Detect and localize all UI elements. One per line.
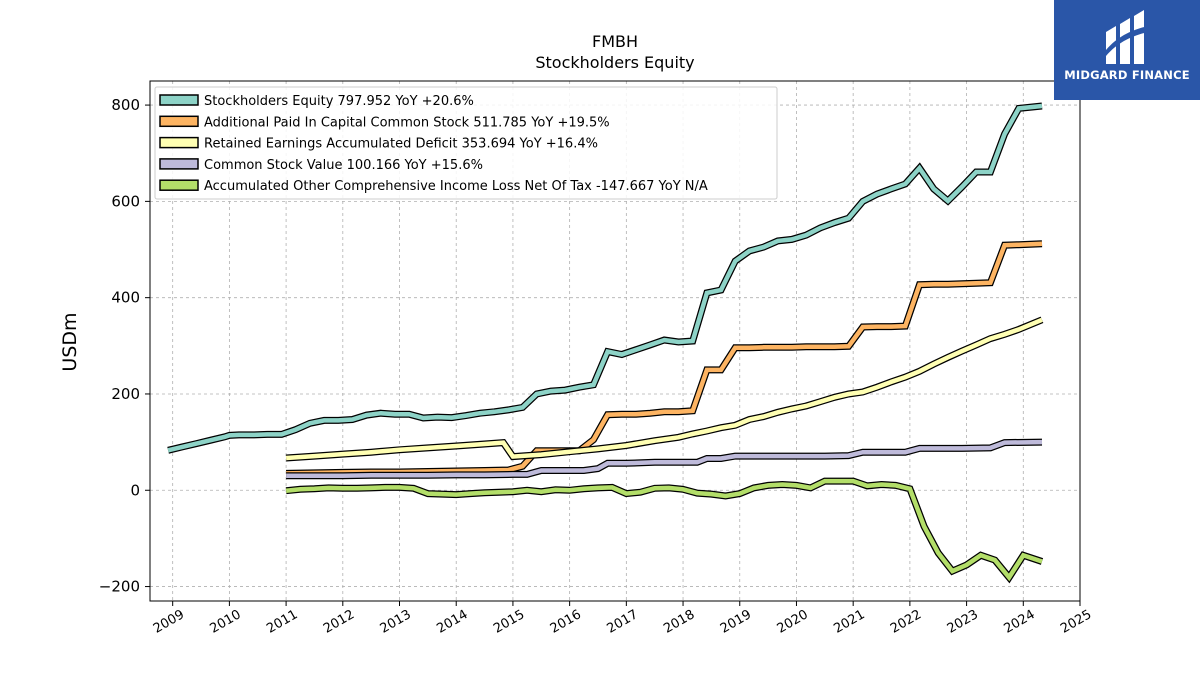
series-line-5 <box>285 477 1044 584</box>
chart-title: FMBH <box>592 32 638 51</box>
series-group <box>167 102 1044 584</box>
x-tick-label: 2012 <box>321 607 357 637</box>
x-tick-label: 2014 <box>434 607 470 637</box>
legend-swatch <box>159 136 199 149</box>
x-tick-label: 2011 <box>264 607 300 637</box>
legend-box <box>154 86 778 200</box>
legend-label: Accumulated Other Comprehensive Income L… <box>204 179 708 194</box>
series-line-3 <box>285 316 1044 462</box>
series-line-4 <box>286 438 1043 480</box>
x-tick-label: 2018 <box>661 607 697 637</box>
brand-logo: MIDGARD FINANCE <box>1054 0 1200 100</box>
legend-swatch <box>159 158 199 170</box>
y-tick-label: 200 <box>111 385 140 403</box>
y-tick-label: 600 <box>111 192 140 210</box>
legend-swatch <box>159 94 199 106</box>
x-tick-label: 2023 <box>945 607 981 637</box>
series-line-1 <box>167 102 1043 454</box>
x-tick-label: 2025 <box>1058 607 1094 637</box>
y-tick-label: −200 <box>99 578 140 596</box>
legend-item-2: Additional Paid In Capital Common Stock … <box>159 115 610 130</box>
x-tick-label: 2022 <box>888 607 924 637</box>
x-tick-label: 2019 <box>718 607 754 637</box>
series-path <box>286 439 1043 479</box>
series-line-2 <box>286 240 1043 477</box>
y-tick-label: 400 <box>111 289 140 307</box>
legend-item-1: Stockholders Equity 797.952 YoY +20.6% <box>159 94 474 109</box>
legend-swatch <box>159 179 199 191</box>
chart-subtitle: Stockholders Equity <box>535 53 694 72</box>
series-path <box>285 478 1043 582</box>
legend-label: Retained Earnings Accumulated Deficit 35… <box>204 137 598 152</box>
x-tick-label: 2013 <box>378 607 414 637</box>
x-tick-label: 2024 <box>1001 607 1037 637</box>
y-axis-label: USDm <box>59 312 81 371</box>
y-tick-label: 0 <box>130 481 140 499</box>
x-tick-label: 2009 <box>151 607 187 637</box>
x-tick-label: 2016 <box>548 607 584 637</box>
legend-label: Common Stock Value 100.166 YoY +15.6% <box>204 158 483 173</box>
plot-frame <box>149 80 1081 602</box>
x-tick-label: 2015 <box>491 607 527 637</box>
x-tick-label: 2010 <box>208 607 244 637</box>
series-path <box>285 317 1043 461</box>
legend: Stockholders Equity 797.952 YoY +20.6% Ad… <box>154 86 778 200</box>
legend-item-5: Accumulated Other Comprehensive Income L… <box>159 179 708 194</box>
logo-mark-icon <box>1106 10 1148 64</box>
series-path <box>167 103 1043 453</box>
legend-item-3: Retained Earnings Accumulated Deficit 35… <box>159 136 598 152</box>
legend-label: Additional Paid In Capital Common Stock … <box>204 115 610 130</box>
x-tick-label: 2017 <box>605 607 641 637</box>
legend-item-4: Common Stock Value 100.166 YoY +15.6% <box>159 158 483 173</box>
brand-name: MIDGARD FINANCE <box>1064 68 1190 82</box>
y-tick-label: 800 <box>111 96 140 114</box>
legend-label: Stockholders Equity 797.952 YoY +20.6% <box>204 94 474 109</box>
legend-swatch <box>159 115 199 128</box>
x-tick-label: 2021 <box>831 607 867 637</box>
x-tick-label: 2020 <box>775 607 811 637</box>
series-path <box>286 241 1043 476</box>
